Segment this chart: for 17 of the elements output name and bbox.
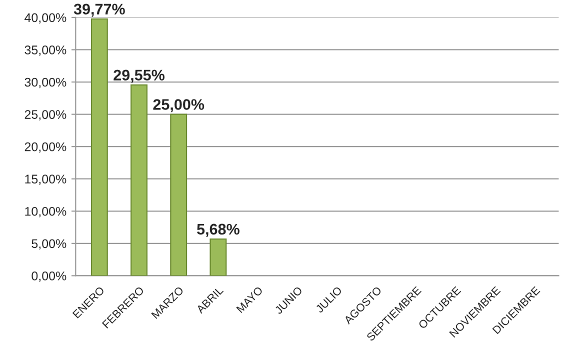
y-tick-label: 30,00% [24, 78, 66, 88]
y-tick-label: 15,00% [25, 174, 66, 185]
y-tick-label: 0,00% [32, 272, 66, 282]
bar [130, 84, 148, 276]
data-label: 29,55% [114, 70, 165, 83]
y-tick-label: 20,00% [24, 142, 66, 153]
bar [90, 18, 108, 276]
y-tick-label: 40,00% [24, 13, 66, 24]
bar [170, 114, 188, 276]
data-label: 5,68% [197, 224, 240, 237]
y-tick-label: 5,00% [32, 239, 66, 250]
bar [210, 238, 227, 276]
y-tick-label: 25,00% [24, 110, 66, 120]
data-label: 39,77% [74, 4, 125, 17]
data-label: 25,00% [153, 99, 204, 112]
y-tick-label: 35,00% [24, 46, 66, 56]
y-tick-label: 10,00% [25, 206, 66, 218]
